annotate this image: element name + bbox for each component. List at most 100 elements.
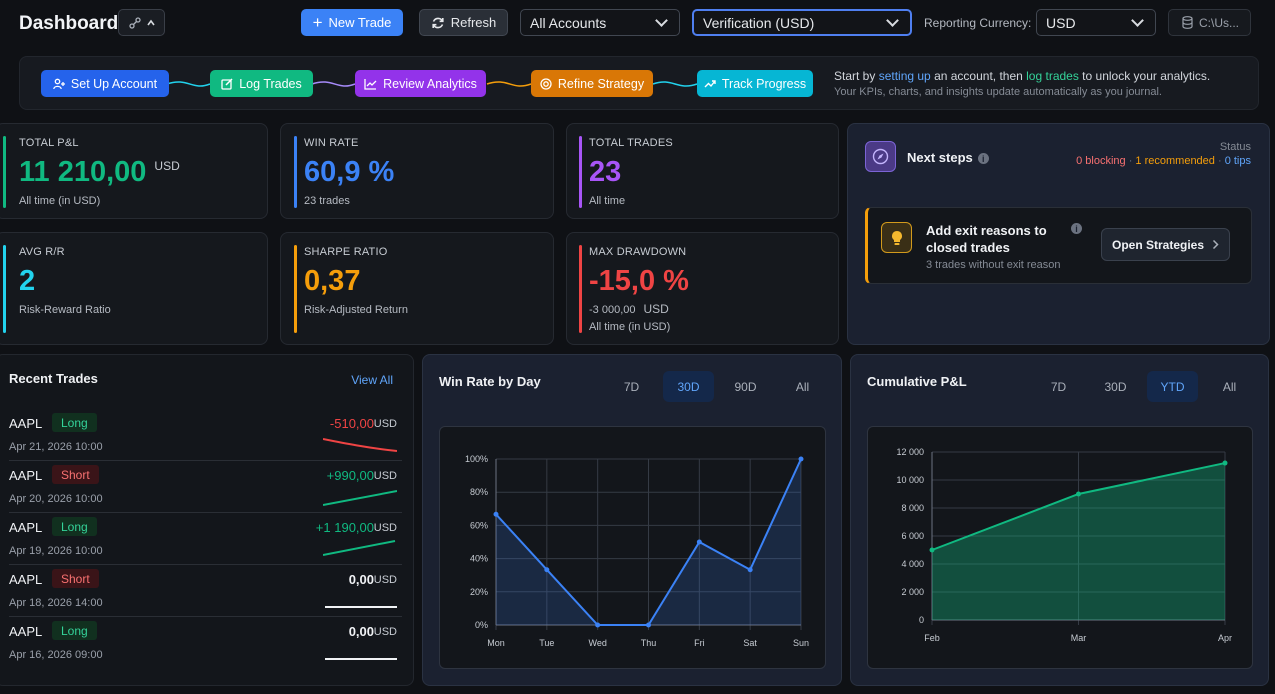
trade-currency: USD xyxy=(373,574,397,586)
trade-row[interactable]: AAPL Short Apr 18, 2026 14:00 0,00 USD xyxy=(9,565,402,617)
info-icon[interactable]: i xyxy=(1071,223,1082,234)
verification-select[interactable]: Verification (USD) xyxy=(692,9,912,36)
cumulative-pnl-panel: Cumulative P&L 7D 30D YTD All 0 2 000 4 000 6 … xyxy=(850,354,1269,686)
data-path-button[interactable]: C:\Us... xyxy=(1168,9,1251,36)
page-title: Dashboard xyxy=(19,13,119,34)
kpi-accent-bar xyxy=(579,136,582,208)
trade-row[interactable]: AAPL Short Apr 20, 2026 10:00 +990,00 USD xyxy=(9,461,402,513)
x-tick-label: Thu xyxy=(641,638,657,648)
chevron-down-icon xyxy=(886,14,899,27)
cum-range-ytd[interactable]: YTD xyxy=(1147,371,1198,402)
step-set-up-account[interactable]: Set Up Account xyxy=(41,70,169,97)
kpi-subtext: Risk-Adjusted Return xyxy=(304,304,408,316)
trade-row[interactable]: AAPL Long Apr 21, 2026 10:00 -510,00 USD xyxy=(9,409,402,461)
trade-side-badge: Short xyxy=(52,569,99,588)
trade-symbol: AAPL xyxy=(9,624,43,639)
step-label: Log Trades xyxy=(239,76,302,91)
trade-pnl: +1 190,00 xyxy=(315,520,374,535)
trade-pnl: 0,00 xyxy=(348,572,374,587)
kpi-label: WIN RATE xyxy=(304,137,359,149)
workflow-text: Start by xyxy=(834,69,879,83)
trade-symbol: AAPL xyxy=(9,416,43,431)
win-rate-title: Win Rate by Day xyxy=(439,374,541,389)
currency-select-value: USD xyxy=(1046,14,1076,31)
win-rate-range-tabs: 7D 30D 90D All xyxy=(600,371,828,402)
kpi-total-trades: TOTAL TRADES 23 All time xyxy=(566,123,839,219)
cum-range-all[interactable]: All xyxy=(1222,379,1237,394)
trade-currency: USD xyxy=(373,522,397,534)
win-rate-chart: 0% 20% 40% 60% 80% 100% Mon Tue Wed Thu Fri Sat Sun xyxy=(439,426,826,669)
wr-range-90d[interactable]: 90D xyxy=(734,379,757,394)
recommended-count: 1 recommended xyxy=(1135,155,1215,167)
x-tick-label: Sat xyxy=(743,638,757,648)
trade-date: Apr 16, 2026 09:00 xyxy=(9,649,103,661)
currency-select[interactable]: USD xyxy=(1036,9,1156,36)
kpi-value: -15,0 % xyxy=(589,265,689,297)
step-track-progress[interactable]: Track Progress xyxy=(697,70,813,97)
y-tick-label: 40% xyxy=(470,554,488,564)
x-tick-label: Mon xyxy=(487,638,505,648)
kpi-subtext: All time (in USD) xyxy=(589,321,671,333)
workflow-subtext: Your KPIs, charts, and insights update a… xyxy=(834,86,1162,98)
next-steps-panel: Next steps i Status 0 blocking · 1 recomm… xyxy=(847,123,1270,345)
new-trade-button[interactable]: + New Trade xyxy=(301,9,403,36)
target-icon xyxy=(540,77,552,90)
win-rate-panel: Win Rate by Day 7D 30D 90D All 0% 20% 40% 60% 8… xyxy=(422,354,842,686)
cum-range-7d[interactable]: 7D xyxy=(1050,379,1067,394)
y-tick-label: 0% xyxy=(475,620,488,630)
y-tick-label: 60% xyxy=(470,520,488,530)
data-point xyxy=(493,511,499,517)
y-tick-label: 20% xyxy=(470,587,488,597)
trade-symbol: AAPL xyxy=(9,468,43,483)
trade-pnl: -510,00 xyxy=(329,416,374,431)
view-all-link[interactable]: View All xyxy=(351,373,393,387)
y-tick-label: 100% xyxy=(465,454,488,464)
workflow-text: an account, then xyxy=(930,69,1027,83)
cum-range-30d[interactable]: 30D xyxy=(1104,379,1127,394)
top-bar: Dashboard + New Trade Refresh All Accoun… xyxy=(0,0,1275,46)
x-tick-label: Wed xyxy=(588,638,606,648)
setting-up-link[interactable]: setting up xyxy=(878,69,931,83)
trade-row[interactable]: AAPL Long Apr 19, 2026 10:00 +1 190,00 USD xyxy=(9,513,402,565)
trade-pnl: +990,00 xyxy=(326,468,374,483)
y-tick-label: 10 000 xyxy=(896,475,924,485)
step-review-analytics[interactable]: Review Analytics xyxy=(355,70,486,97)
refresh-button[interactable]: Refresh xyxy=(419,9,508,36)
kpi-value: 60,9 % xyxy=(304,156,395,188)
trade-date: Apr 21, 2026 10:00 xyxy=(9,441,103,453)
reporting-currency-label: Reporting Currency: xyxy=(924,16,1032,30)
log-trades-link[interactable]: log trades xyxy=(1026,69,1079,83)
kpi-label: SHARPE RATIO xyxy=(304,246,388,258)
data-point xyxy=(696,539,702,545)
account-select[interactable]: All Accounts xyxy=(520,9,680,36)
task-title: Add exit reasons to closed trades xyxy=(926,223,1047,255)
verification-select-value: Verification (USD) xyxy=(703,14,815,31)
open-strategies-button[interactable]: Open Strategies xyxy=(1101,228,1230,261)
step-log-trades[interactable]: Log Trades xyxy=(210,70,313,97)
step-label: Track Progress xyxy=(721,76,807,91)
data-point xyxy=(1076,491,1081,497)
database-icon xyxy=(1182,16,1193,29)
kpi-label: TOTAL TRADES xyxy=(589,137,673,149)
trade-date: Apr 19, 2026 10:00 xyxy=(9,545,103,557)
data-point xyxy=(544,567,550,573)
wr-range-7d[interactable]: 7D xyxy=(623,379,640,394)
step-refine-strategy[interactable]: Refine Strategy xyxy=(531,70,653,97)
trade-date: Apr 20, 2026 10:00 xyxy=(9,493,103,505)
kpi-subtext: Risk-Reward Ratio xyxy=(19,304,111,316)
x-tick-label: Sun xyxy=(793,638,809,648)
chevron-up-icon xyxy=(146,19,155,25)
wr-range-all[interactable]: All xyxy=(795,379,810,394)
step-label: Refine Strategy xyxy=(557,76,645,91)
workflow-instructions: Start by setting up an account, then log… xyxy=(834,69,1210,83)
workspace-toggle-button[interactable] xyxy=(118,9,165,36)
wr-range-30d[interactable]: 30D xyxy=(663,371,714,402)
trade-side-badge: Short xyxy=(52,465,99,484)
kpi-subvalue: -3 000,00 USD xyxy=(589,302,669,316)
kpi-value: 2 xyxy=(19,265,36,297)
info-icon[interactable]: i xyxy=(977,153,989,165)
chevron-down-icon xyxy=(655,14,668,27)
trade-row[interactable]: AAPL Long Apr 16, 2026 09:00 0,00 USD xyxy=(9,617,402,669)
chart-line-icon xyxy=(364,78,377,90)
trending-up-icon xyxy=(704,79,716,87)
